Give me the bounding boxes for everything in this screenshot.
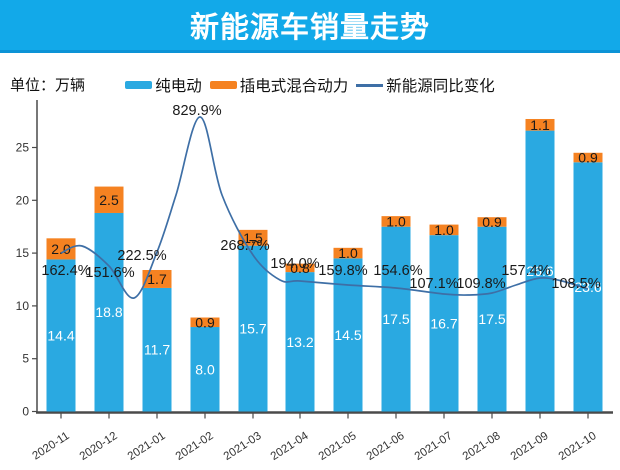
x-tick-label: 2021-08: [461, 430, 503, 463]
yoy-line-swatch-icon: [356, 83, 384, 87]
yoy-pct-label: 154.6%: [373, 263, 422, 279]
x-tick-label: 2021-09: [509, 430, 551, 463]
yoy-pct-label: 222.5%: [117, 248, 166, 264]
unit-label: 单位：万辆: [10, 77, 86, 94]
bev-bar: [573, 162, 603, 412]
legend-item-phev: 插电式混合动力: [209, 74, 349, 96]
bev-bar-label: 23.6: [574, 279, 601, 295]
meta-row: 单位：万辆 纯电动 插电式混合动力 新能源同比变化: [0, 72, 620, 96]
phev-bar-label: 1.5: [243, 230, 263, 246]
phev-bar: [285, 263, 315, 273]
phev-bar: [573, 152, 603, 163]
phev-swatch-icon: [209, 81, 237, 89]
phev-bar-label: 0.9: [578, 150, 598, 166]
y-tick-label: 25: [16, 141, 30, 155]
yoy-pct-label: 159.8%: [318, 263, 367, 279]
x-tick-label: 2021-06: [365, 430, 407, 463]
title-bar: 新能源车销量走势: [0, 0, 620, 53]
bev-bar-label: 11.7: [144, 342, 170, 358]
y-tick-label: 15: [16, 246, 30, 260]
bev-bar: [525, 130, 555, 412]
yoy-pct-label: 268.7%: [220, 238, 269, 254]
bev-bar-label: 8.0: [195, 361, 215, 377]
phev-bar: [381, 216, 411, 227]
yoy-pct-label: 157.4%: [501, 263, 550, 279]
bev-bar-label: 13.2: [286, 334, 313, 350]
y-tick-label: 5: [22, 352, 29, 366]
phev-bar-label: 1.1: [530, 117, 550, 133]
x-tick-label: 2021-03: [222, 430, 264, 463]
x-tick-label: 2021-02: [174, 430, 216, 463]
bev-bar-label: 14.5: [334, 327, 361, 343]
phev-bar-label: 0.9: [482, 214, 502, 230]
chart-area: 0 5 10 15 20 25 2020-11 2020-12 2021-01 2021-02 20…: [0, 95, 620, 465]
yoy-trend-line: [60, 116, 589, 299]
bev-bar: [381, 226, 411, 412]
x-tick-label: 2020-12: [78, 430, 120, 463]
yoy-pct-label: 194.0%: [270, 256, 319, 272]
legend-item-yoy: 新能源同比变化: [356, 74, 495, 96]
phev-bar: [525, 118, 555, 131]
yoy-pct-label: 109.8%: [456, 276, 505, 292]
bev-bar-label: 15.7: [239, 321, 266, 337]
bev-bar: [285, 272, 315, 412]
y-tick-label: 20: [16, 193, 30, 207]
legend: 纯电动 插电式混合动力 新能源同比变化: [0, 74, 620, 96]
bev-swatch-icon: [125, 81, 153, 89]
phev-bar: [333, 247, 363, 259]
phev-bar-label: 2.5: [99, 192, 119, 208]
bev-bar-label: 16.7: [430, 315, 457, 331]
chart-title: 新能源车销量走势: [189, 12, 430, 44]
bev-bar: [94, 212, 124, 412]
bev-bar: [190, 327, 220, 412]
x-tick-label: 2021-04: [269, 430, 311, 463]
phev-bar-label: 1.0: [434, 222, 454, 238]
legend-label-bev: 纯电动: [155, 78, 202, 95]
y-tick-label: 0: [22, 405, 29, 419]
bev-bar: [429, 235, 459, 412]
bev-bar-label: 18.8: [95, 304, 122, 320]
bev-bar: [238, 245, 268, 412]
y-axis: 0 5 10 15 20 25: [16, 100, 38, 419]
bev-bar: [142, 287, 172, 412]
x-tick-label: 2021-05: [317, 430, 359, 463]
phev-bar: [46, 238, 76, 260]
phev-bar-label: 0.8: [290, 260, 310, 276]
x-tick-label: 2021-01: [126, 430, 168, 463]
phev-bar-label: 0.9: [195, 314, 215, 330]
legend-label-yoy: 新能源同比变化: [386, 78, 495, 95]
phev-bar: [429, 224, 459, 236]
yoy-pct-label: 151.6%: [85, 265, 134, 281]
x-tick-label: 2021-10: [557, 430, 599, 463]
phev-bar: [94, 186, 124, 213]
bev-bar-label: 26.6: [526, 263, 553, 279]
bev-bar: [46, 259, 76, 412]
phev-bar: [238, 229, 268, 246]
yoy-pct-label: 162.4%: [41, 263, 90, 279]
legend-label-phev: 插电式混合动力: [239, 78, 349, 95]
x-tick-label: 2021-07: [413, 430, 455, 463]
y-tick-label: 10: [16, 299, 30, 313]
yoy-pct-label: 829.9%: [172, 103, 221, 119]
yoy-pct-label: 108.5%: [551, 276, 600, 292]
phev-bar-label: 2.0: [51, 241, 71, 257]
bev-bar-label: 14.4: [47, 327, 74, 343]
bev-bar: [477, 226, 507, 412]
phev-bar: [477, 217, 507, 227]
phev-bar-label: 1.7: [147, 271, 167, 287]
x-axis: 2020-11 2020-12 2021-01 2021-02 2021-03 2021-…: [30, 411, 613, 463]
yoy-pct-label: 107.1%: [409, 276, 458, 292]
phev-bar: [142, 269, 172, 288]
bev-bar-label: 17.5: [382, 311, 409, 327]
phev-bar-label: 1.0: [386, 213, 406, 229]
phev-bar-label: 1.0: [338, 245, 358, 261]
pct-labels: 162.4%151.6%222.5% 829.9% 268.7%194.0%159.…: [41, 103, 600, 292]
phev-bar: [190, 317, 220, 328]
bev-bar-label: 17.5: [478, 311, 505, 327]
bar-group: 14.4 2.0 18.8 2.5 11.7 1.7 8.0 0.9 15.7 1.5 13.2 0.…: [46, 117, 603, 412]
x-tick-label: 2020-11: [30, 430, 71, 463]
legend-item-bev: 纯电动: [125, 74, 202, 96]
